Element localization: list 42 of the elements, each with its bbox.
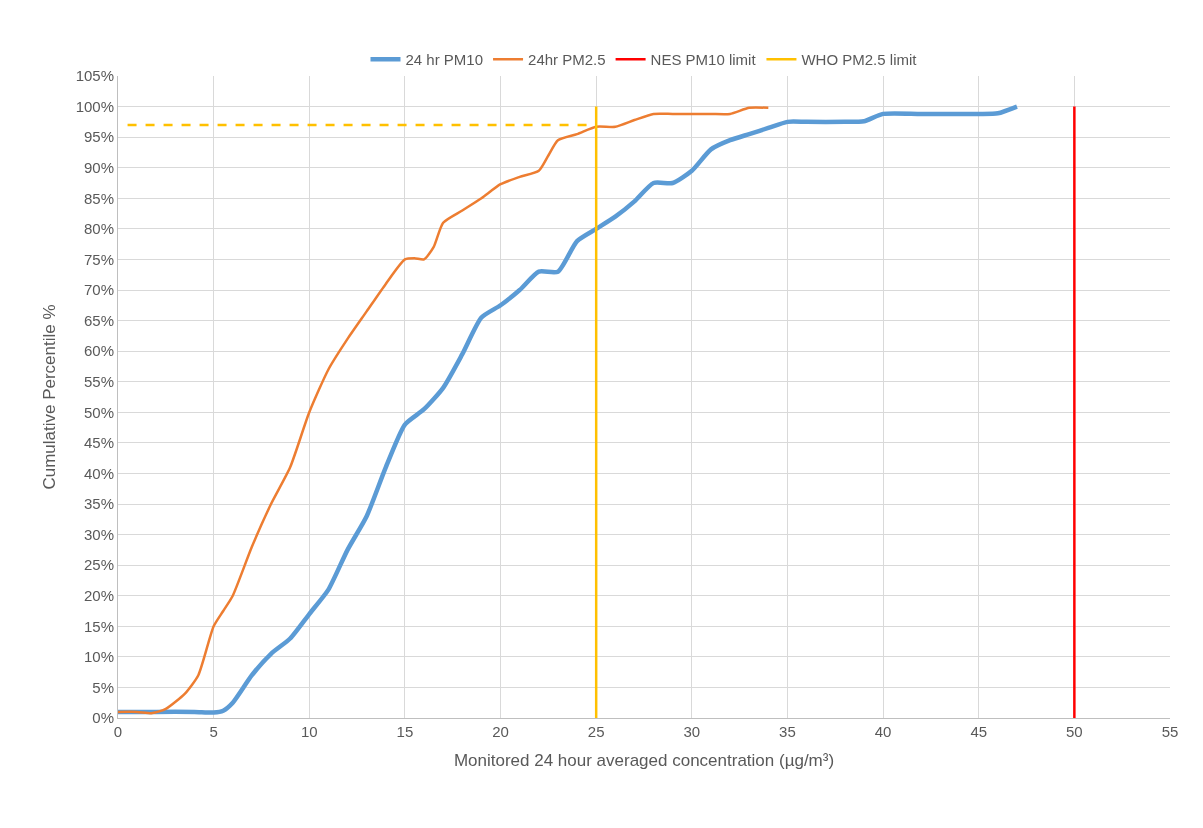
y-tick-label: 50% (83, 403, 114, 421)
legend-label: 24 hr PM10 (405, 51, 484, 69)
x-tick-label: 35 (779, 723, 796, 740)
x-tick-label: 5 (209, 723, 218, 740)
legend-label: 24hr PM2.5 (528, 51, 606, 69)
line-series (118, 106, 770, 715)
line-series (118, 104, 1020, 715)
y-tick-label: 30% (83, 525, 114, 543)
x-tick-label: 10 (300, 723, 318, 740)
y-tick-label: 20% (83, 586, 114, 604)
y-axis-title: Cumulative Percentile % (40, 304, 60, 490)
y-tick-label: 70% (83, 281, 114, 299)
y-tick-label: 15% (83, 617, 114, 635)
y-tick-label: 45% (83, 434, 114, 452)
y-tick-label: 25% (83, 556, 114, 574)
y-tick-label: 80% (83, 220, 114, 238)
x-tick-label: 50 (1066, 723, 1083, 740)
legend-label: WHO PM2.5 limit (801, 51, 918, 69)
y-tick-label: 75% (83, 250, 114, 268)
y-tick-label: 85% (83, 189, 114, 207)
x-tick-label: 55 (1161, 723, 1179, 740)
y-tick-label: 0% (92, 709, 114, 727)
y-tick-label: 60% (83, 342, 114, 360)
y-tick-label: 65% (83, 311, 114, 329)
y-tick-label: 10% (83, 648, 114, 666)
y-tick-label: 55% (83, 372, 114, 390)
x-axis-title: Monitored 24 hour averaged concentration (µg/m³) (453, 751, 835, 771)
y-tick-label: 90% (83, 158, 114, 176)
y-tick-label: 105% (75, 67, 114, 85)
x-tick-label: 40 (874, 723, 892, 740)
x-tick-label: 25 (587, 723, 605, 740)
x-tick-label: 0 (113, 723, 123, 740)
x-tick-label: 15 (396, 723, 414, 740)
x-tick-label: 20 (492, 723, 509, 740)
y-tick-label: 35% (83, 495, 114, 513)
y-tick-label: 100% (75, 97, 114, 115)
y-tick-label: 5% (92, 678, 114, 696)
x-tick-label: 30 (683, 723, 701, 740)
y-tick-label: 40% (83, 464, 114, 482)
legend-label: NES PM10 limit (650, 51, 757, 69)
y-tick-label: 95% (83, 128, 114, 146)
x-tick-label: 45 (970, 723, 988, 740)
